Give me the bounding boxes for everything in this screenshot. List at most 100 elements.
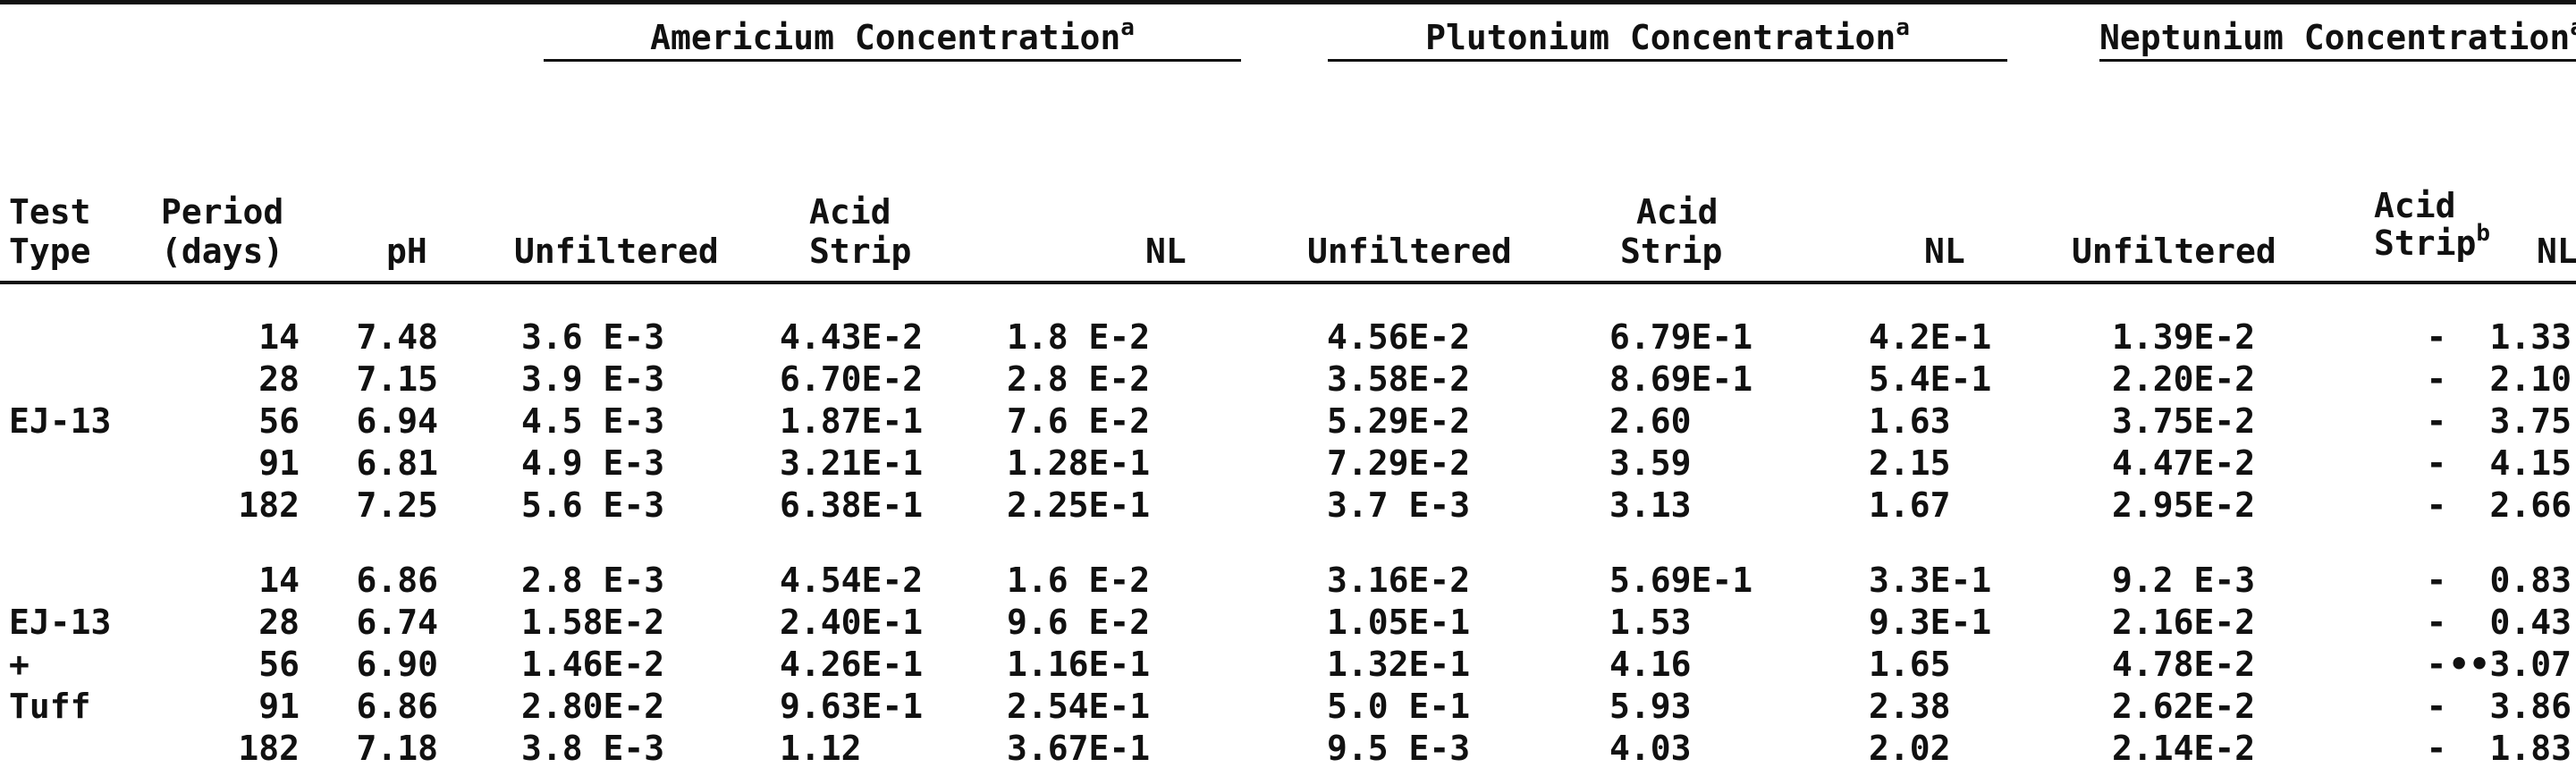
am-nl-cell: 2.25E-1 [1007,485,1151,525]
period-cell: 182 [238,485,300,525]
pu-acid-strip-cell: 4.03 [1609,729,1692,768]
am-nl-cell: 1.8 E-2 [1007,317,1151,357]
pu-unfiltered-cell: 5.0 E-1 [1327,687,1471,726]
ph-cell: 6.90 [356,645,438,684]
np-unfiltered-cell: 2.14E-2 [2112,729,2256,768]
header-test-type-line2: Type [9,232,91,271]
np-acid-strip-cell: - [2426,645,2447,684]
header-am-acid: Acid [809,192,891,232]
pu-nl-cell: 3.3E-1 [1869,561,1992,600]
am-nl-cell: 2.54E-1 [1007,687,1151,726]
am-unfiltered-cell: 1.58E-2 [521,603,665,642]
am-unfiltered-cell: 4.5 E-3 [521,401,665,441]
ph-cell: 6.74 [356,603,438,642]
pu-nl-cell: 1.65 [1869,645,1951,684]
pu-acid-strip-cell: 1.53 [1609,603,1692,642]
am-nl-cell: 1.16E-1 [1007,645,1151,684]
pu-unfiltered-cell: 3.16E-2 [1327,561,1471,600]
test-type-cell: EJ-13 [9,603,112,642]
test-type-cell: Tuff [9,687,91,726]
am-unfiltered-cell: 2.8 E-3 [521,561,665,600]
pu-acid-strip-cell: 2.60 [1609,401,1692,441]
am-nl-cell: 7.6 E-2 [1007,401,1151,441]
am-nl-cell: 1.6 E-2 [1007,561,1151,600]
ph-cell: 7.18 [356,729,438,768]
am-acid-strip-cell: 4.54E-2 [780,561,924,600]
np-unfiltered-cell: 3.75E-2 [2112,401,2256,441]
pu-unfiltered-cell: 4.56E-2 [1327,317,1471,357]
period-cell: 14 [258,561,300,600]
np-unfiltered-cell: 2.16E-2 [2112,603,2256,642]
pu-acid-strip-cell: 3.59 [1609,443,1692,483]
am-unfiltered-cell: 3.8 E-3 [521,729,665,768]
pu-nl-cell: 2.15 [1869,443,1951,483]
americium-group-heading: Americium Concentrationa [650,14,1135,57]
am-nl-cell: 1.28E-1 [1007,443,1151,483]
np-acid-strip-cell: - [2426,359,2447,399]
ph-cell: 6.94 [356,401,438,441]
am-unfiltered-cell: 2.80E-2 [521,687,665,726]
table-row: 14 6.86 2.8 E-3 4.54E-2 1.6 E-2 3.16E-2 5.69E-… [0,561,2576,600]
np-nl-cell: 3.75 [2489,401,2572,441]
ph-cell: 6.86 [356,687,438,726]
np-unfiltered-cell: 2.20E-2 [2112,359,2256,399]
np-acid-strip-cell: - [2426,317,2447,357]
pu-nl-cell: 4.2E-1 [1869,317,1992,357]
header-np-nl: NL [2537,232,2576,271]
pu-acid-strip-cell: 6.79E-1 [1609,317,1753,357]
header-bottom-rule [0,281,2576,284]
am-unfiltered-cell: 1.46E-2 [521,645,665,684]
header-np-acid: Acid [2374,186,2456,225]
plutonium-group-heading: Plutonium Concentrationa [1425,14,1910,57]
header-np-strip: Stripb [2374,220,2491,263]
period-cell: 91 [258,687,300,726]
header-pu-strip: Strip [1620,232,1723,271]
period-cell: 182 [238,729,300,768]
table-row: Tuff 91 6.86 2.80E-2 9.63E-1 2.54E-1 5.0 E-1 5.… [0,687,2576,726]
pu-acid-strip-cell: 4.16 [1609,645,1692,684]
am-nl-cell: 3.67E-1 [1007,729,1151,768]
am-unfiltered-cell: 4.9 E-3 [521,443,665,483]
am-acid-strip-cell: 6.70E-2 [780,359,924,399]
period-cell: 56 [258,401,300,441]
np-unfiltered-cell: 4.78E-2 [2112,645,2256,684]
am-acid-strip-cell: 4.26E-1 [780,645,924,684]
am-acid-strip-cell: 4.43E-2 [780,317,924,357]
top-rule [0,0,2576,4]
np-unfiltered-cell: 9.2 E-3 [2112,561,2256,600]
table-row: 91 6.81 4.9 E-3 3.21E-1 1.28E-1 7.29E-2 3.59 2.… [0,443,2576,483]
test-type-cell: + [9,645,30,684]
np-nl-cell: 4.15 [2489,443,2572,483]
pu-unfiltered-cell: 3.7 E-3 [1327,485,1471,525]
table-row: EJ-13 56 6.94 4.5 E-3 1.87E-1 7.6 E-2 5.29E-2 2… [0,401,2576,441]
np-acid-strip-cell: - [2426,729,2447,768]
ph-cell: 7.25 [356,485,438,525]
header-ph: pH [386,232,427,271]
header-pu-unfiltered: Unfiltered [1307,232,1512,271]
am-nl-cell: 2.8 E-2 [1007,359,1151,399]
am-unfiltered-cell: 3.9 E-3 [521,359,665,399]
table-row: +56 6.90 1.46E-2 4.26E-1 1.16E-1 1.32E-1 4.16 1… [0,645,2576,684]
pu-unfiltered-cell: 1.32E-1 [1327,645,1471,684]
np-acid-strip-cell: - [2426,443,2447,483]
header-am-unfiltered: Unfiltered [514,232,719,271]
am-unfiltered-cell: 3.6 E-3 [521,317,665,357]
pu-unfiltered-cell: 1.05E-1 [1327,603,1471,642]
np-acid-strip-cell: - [2426,687,2447,726]
header-pu-nl: NL [1924,232,1965,271]
np-nl-cell: 1.33 [2489,317,2572,357]
period-cell: 28 [258,603,300,642]
period-cell: 14 [258,317,300,357]
np-nl-cell: 0.43 [2489,603,2572,642]
table-row: 14 7.48 3.6 E-3 4.43E-2 1.8 E-2 4.56E-2 6.79E-… [0,317,2576,357]
np-unfiltered-cell: 4.47E-2 [2112,443,2256,483]
am-acid-strip-cell: 1.12 [780,729,862,768]
table-row: 28 7.15 3.9 E-3 6.70E-2 2.8 E-2 3.58E-2 8.69E-… [0,359,2576,399]
np-unfiltered-cell: 2.62E-2 [2112,687,2256,726]
pu-nl-cell: 1.63 [1869,401,1951,441]
pu-nl-cell: 2.38 [1869,687,1951,726]
pu-acid-strip-cell: 5.69E-1 [1609,561,1753,600]
pu-acid-strip-cell: 5.93 [1609,687,1692,726]
header-period-line1: Period [161,192,284,232]
